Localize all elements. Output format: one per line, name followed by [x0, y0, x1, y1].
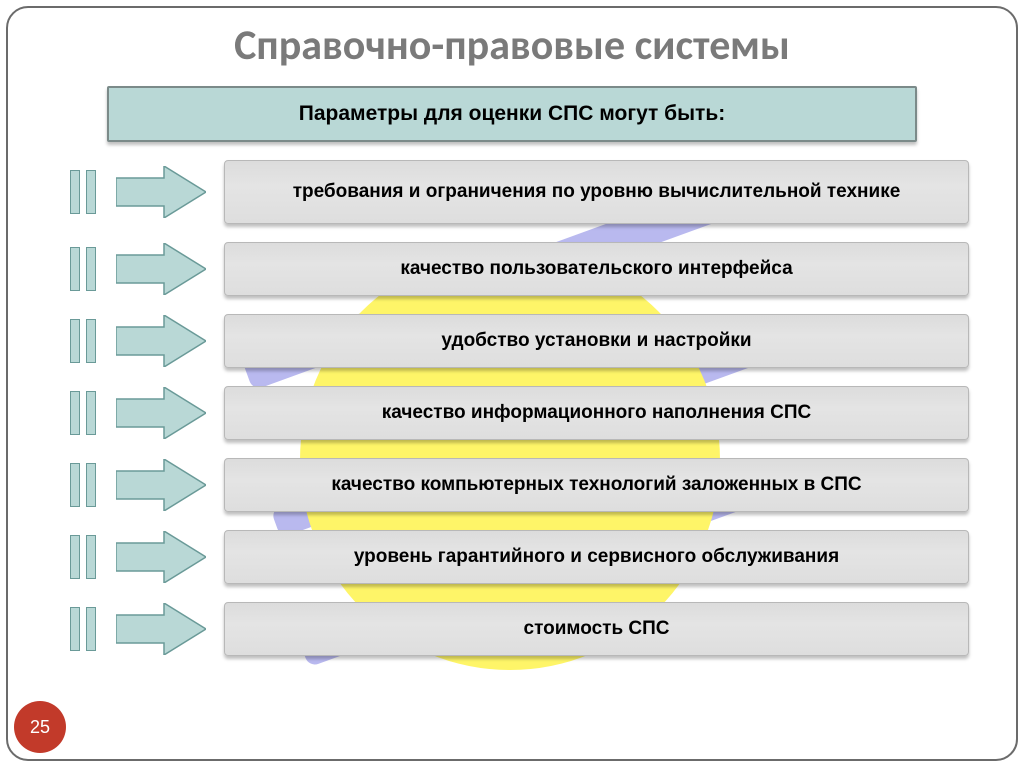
slide-title: Справочно-правовые системы	[0, 20, 1024, 71]
item-box: требования и ограничения по уровню вычис…	[224, 160, 969, 224]
row-markers	[70, 607, 102, 651]
page-number-badge: 25	[14, 701, 66, 753]
row-markers	[70, 247, 102, 291]
item-box: качество информационного наполнения СПС	[224, 386, 969, 440]
list-row: удобство установки и настройки	[0, 314, 1024, 368]
marker-bar	[86, 391, 96, 435]
marker-bar	[86, 247, 96, 291]
list-row: качество компьютерных технологий заложен…	[0, 458, 1024, 512]
arrow-icon	[116, 387, 206, 439]
marker-bar	[86, 535, 96, 579]
marker-bar	[86, 607, 96, 651]
arrow-icon	[116, 243, 206, 295]
list-row: качество информационного наполнения СПС	[0, 386, 1024, 440]
marker-bar	[70, 170, 80, 214]
arrow-icon	[116, 603, 206, 655]
list-row: требования и ограничения по уровню вычис…	[0, 160, 1024, 224]
item-box: удобство установки и настройки	[224, 314, 969, 368]
row-markers	[70, 463, 102, 507]
arrow-icon	[116, 315, 206, 367]
marker-bar	[86, 170, 96, 214]
row-markers	[70, 391, 102, 435]
content-area: Параметры для оценки СПС могут быть: тре…	[0, 86, 1024, 674]
marker-bar	[86, 319, 96, 363]
marker-bar	[70, 319, 80, 363]
marker-bar	[70, 391, 80, 435]
list-row: уровень гарантийного и сервисного обслуж…	[0, 530, 1024, 584]
list-row: качество пользовательского интерфейса	[0, 242, 1024, 296]
marker-bar	[70, 607, 80, 651]
item-box: качество компьютерных технологий заложен…	[224, 458, 969, 512]
list-row: стоимость СПС	[0, 602, 1024, 656]
arrow-icon	[116, 531, 206, 583]
arrow-icon	[116, 166, 206, 218]
marker-bar	[70, 463, 80, 507]
row-markers	[70, 319, 102, 363]
header-bar: Параметры для оценки СПС могут быть:	[107, 86, 917, 142]
marker-bar	[70, 535, 80, 579]
row-markers	[70, 535, 102, 579]
row-markers	[70, 170, 102, 214]
arrow-icon	[116, 459, 206, 511]
marker-bar	[86, 463, 96, 507]
item-box: качество пользовательского интерфейса	[224, 242, 969, 296]
item-box: уровень гарантийного и сервисного обслуж…	[224, 530, 969, 584]
item-box: стоимость СПС	[224, 602, 969, 656]
marker-bar	[70, 247, 80, 291]
